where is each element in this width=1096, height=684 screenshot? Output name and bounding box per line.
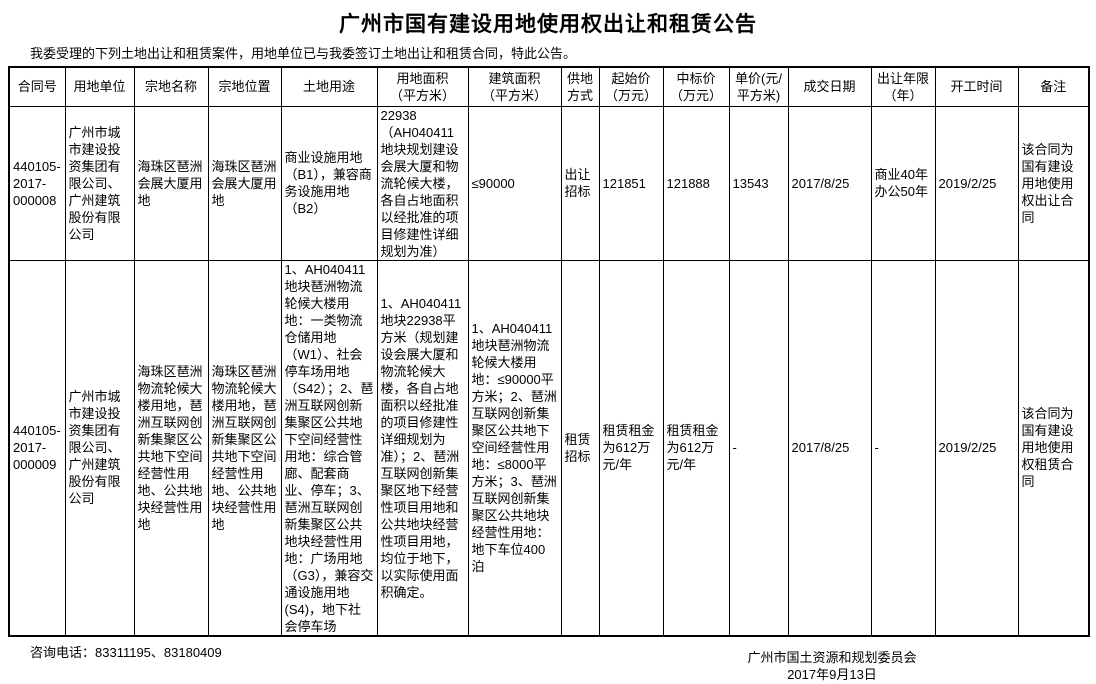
cell-grant-term: -: [870, 259, 936, 637]
cell-start-work-date: 2019/2/25: [934, 105, 1019, 261]
header-land-user: 用地单位: [64, 66, 135, 107]
cell-unit-price: 13543: [728, 105, 789, 261]
header-land-area: 用地面积 （平方米）: [376, 66, 469, 107]
header-winning-price: 中标价 （万元）: [662, 66, 730, 107]
header-start-work-date: 开工时间: [934, 66, 1019, 107]
header-grant-term: 出让年限 （年）: [870, 66, 936, 107]
header-row: 合同号 用地单位 宗地名称 宗地位置 土地用途 用地面积 （平方米） 建筑面积 …: [8, 66, 1090, 107]
cell-parcel-location: 海珠区琶洲会展大厦用地: [207, 105, 282, 261]
cell-parcel-name: 海珠区琶洲物流轮候大楼用地，琶洲互联网创新集聚区公共地下空间经营性用地、公共地块…: [133, 259, 209, 637]
cell-grant-term: 商业40年 办公50年: [870, 105, 936, 261]
header-contract-no: 合同号: [8, 66, 66, 107]
contact-phone: 咨询电话：83311195、83180409: [30, 645, 222, 660]
cell-deal-date: 2017/8/25: [787, 105, 872, 261]
cell-winning-price: 租赁租金为612万元/年: [662, 259, 730, 637]
issuing-authority: 广州市国土资源和规划委员会: [747, 650, 917, 665]
header-land-use: 土地用途: [280, 66, 378, 107]
cell-start-work-date: 2019/2/25: [934, 259, 1019, 637]
cell-deal-date: 2017/8/25: [787, 259, 872, 637]
cell-parcel-name: 海珠区琶洲会展大厦用地: [133, 105, 209, 261]
cell-remarks: 该合同为国有建设用地使用权出让合同: [1017, 105, 1090, 261]
header-remarks: 备注: [1017, 66, 1090, 107]
header-unit-price: 单价(元/ 平方米): [728, 66, 789, 107]
cell-winning-price: 121888: [662, 105, 730, 261]
cell-remarks: 该合同为国有建设用地使用权租赁合同: [1017, 259, 1090, 637]
header-parcel-location: 宗地位置: [207, 66, 282, 107]
issue-date: 2017年9月13日: [787, 667, 877, 682]
header-deal-date: 成交日期: [787, 66, 872, 107]
cell-starting-price: 租赁租金为612万元/年: [598, 259, 664, 637]
header-floor-area: 建筑面积 （平方米）: [467, 66, 562, 107]
cell-supply-method: 出让招标: [560, 105, 600, 261]
intro-text: 我委受理的下列土地出让和租赁案件，用地单位已与我委签订土地出让和租赁合同，特此公…: [30, 46, 577, 61]
cell-unit-price: -: [728, 259, 789, 637]
cell-land-use: 商业设施用地（B1），兼容商务设施用地（B2）: [280, 105, 378, 261]
cell-supply-method: 租赁招标: [560, 259, 600, 637]
cell-land-user: 广州市城市建设投资集团有限公司、广州建筑股份有限公司: [64, 259, 135, 637]
cell-contract-no: 440105-2017-000009: [8, 259, 66, 637]
cell-contract-no: 440105-2017-000008: [8, 105, 66, 261]
header-parcel-name: 宗地名称: [133, 66, 209, 107]
cell-land-area: 1、AH040411地块22938平方米（规划建设会展大厦和物流轮候大楼，各自占…: [376, 259, 469, 637]
announcement-table: 合同号 用地单位 宗地名称 宗地位置 土地用途 用地面积 （平方米） 建筑面积 …: [8, 66, 1090, 637]
cell-parcel-location: 海珠区琶洲物流轮候大楼用地，琶洲互联网创新集聚区公共地下空间经营性用地、公共地块…: [207, 259, 282, 637]
signature-block: 广州市国土资源和规划委员会 2017年9月13日: [600, 649, 1064, 683]
cell-starting-price: 121851: [598, 105, 664, 261]
cell-land-user: 广州市城市建设投资集团有限公司、广州建筑股份有限公司: [64, 105, 135, 261]
header-supply-method: 供地 方式: [560, 66, 600, 107]
cell-floor-area: ≤90000: [467, 105, 562, 261]
page-title: 广州市国有建设用地使用权出让和租赁公告: [339, 13, 757, 36]
table-row: 440105-2017-000009 广州市城市建设投资集团有限公司、广州建筑股…: [8, 259, 1090, 637]
cell-land-area: 22938 （AH040411地块规划建设会展大厦和物流轮候大楼，各自占地面积以…: [376, 105, 469, 261]
header-starting-price: 起始价 （万元）: [598, 66, 664, 107]
table-row: 440105-2017-000008 广州市城市建设投资集团有限公司、广州建筑股…: [8, 105, 1090, 261]
cell-floor-area: 1、AH040411地块琶洲物流轮候大楼用地：≤90000平方米；2、琶洲互联网…: [467, 259, 562, 637]
cell-land-use: 1、AH040411地块琶洲物流轮候大楼用地：一类物流仓储用地（W1）、社会停车…: [280, 259, 378, 637]
